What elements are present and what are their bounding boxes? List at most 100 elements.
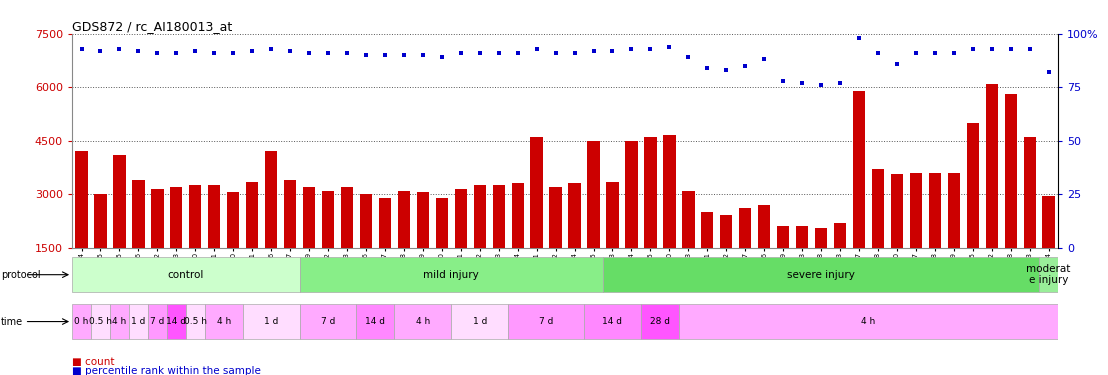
Bar	[379, 198, 391, 301]
Point	[396, 52, 413, 58]
Bar	[679, 304, 1058, 339]
Bar	[796, 226, 809, 301]
Point	[92, 48, 110, 54]
Text: 7 d: 7 d	[321, 317, 336, 326]
Point	[585, 48, 603, 54]
Point	[964, 46, 982, 52]
Point	[831, 80, 849, 86]
Bar	[640, 304, 679, 339]
Bar	[451, 304, 509, 339]
Bar	[701, 212, 714, 301]
Bar	[777, 226, 789, 301]
Bar	[113, 155, 125, 301]
Bar	[473, 185, 486, 301]
Bar	[246, 182, 258, 301]
Point	[889, 61, 906, 67]
Bar	[683, 190, 695, 301]
Point	[945, 50, 963, 56]
Point	[717, 67, 735, 73]
Point	[414, 52, 432, 58]
Text: 1 d: 1 d	[264, 317, 278, 326]
Text: protocol: protocol	[1, 270, 41, 280]
Bar	[1005, 94, 1017, 301]
Text: 1 d: 1 d	[472, 317, 486, 326]
Text: 14 d: 14 d	[603, 317, 623, 326]
Bar	[947, 172, 960, 301]
Bar	[299, 304, 357, 339]
Point	[471, 50, 489, 56]
Bar	[986, 84, 998, 301]
Point	[679, 54, 697, 60]
Bar	[72, 304, 91, 339]
Point	[509, 50, 526, 56]
Bar	[891, 174, 903, 301]
Bar	[129, 304, 147, 339]
Point	[793, 80, 811, 86]
Bar	[341, 187, 353, 301]
Bar	[91, 304, 110, 339]
Bar	[186, 304, 205, 339]
Text: severe injury: severe injury	[787, 270, 855, 280]
Bar	[531, 137, 543, 301]
Point	[281, 48, 299, 54]
Text: time: time	[1, 316, 23, 327]
Text: mild injury: mild injury	[423, 270, 479, 280]
Text: 1 d: 1 d	[131, 317, 145, 326]
Bar	[1043, 196, 1055, 301]
Point	[850, 35, 868, 41]
Bar	[132, 180, 144, 301]
Bar	[625, 141, 637, 301]
Point	[244, 48, 261, 54]
Point	[148, 50, 166, 56]
Bar	[929, 172, 941, 301]
Bar	[299, 257, 603, 292]
Point	[224, 50, 242, 56]
Text: 0.5 h: 0.5 h	[184, 317, 207, 326]
Point	[926, 50, 944, 56]
Text: 14 d: 14 d	[166, 317, 186, 326]
Text: 28 d: 28 d	[650, 317, 670, 326]
Bar	[739, 209, 751, 301]
Bar	[872, 169, 884, 301]
Point	[319, 50, 337, 56]
Bar	[265, 151, 277, 301]
Bar	[398, 190, 410, 301]
Bar	[584, 304, 640, 339]
Point	[642, 46, 659, 52]
Bar	[834, 223, 847, 301]
Point	[623, 46, 640, 52]
Point	[376, 52, 393, 58]
Text: 0.5 h: 0.5 h	[89, 317, 112, 326]
Point	[186, 48, 204, 54]
Point	[263, 46, 280, 52]
Point	[756, 56, 773, 62]
Bar	[550, 187, 562, 301]
Bar	[758, 205, 770, 301]
Point	[490, 50, 507, 56]
Point	[869, 50, 886, 56]
Bar	[1024, 137, 1036, 301]
Bar	[720, 215, 732, 301]
Bar	[302, 187, 316, 301]
Point	[566, 50, 584, 56]
Bar	[603, 257, 1039, 292]
Text: 4 h: 4 h	[216, 317, 230, 326]
Text: 4 h: 4 h	[416, 317, 430, 326]
Point	[300, 50, 318, 56]
Bar	[94, 194, 106, 301]
Bar	[814, 228, 828, 301]
Bar	[966, 123, 979, 301]
Bar	[167, 304, 186, 339]
Bar	[606, 182, 618, 301]
Bar	[171, 187, 183, 301]
Text: 4 h: 4 h	[112, 317, 126, 326]
Bar	[435, 198, 448, 301]
Point	[1039, 69, 1057, 75]
Point	[205, 50, 223, 56]
Bar	[910, 172, 922, 301]
Bar	[227, 192, 239, 301]
Point	[433, 54, 451, 60]
Text: GDS872 / rc_AI180013_at: GDS872 / rc_AI180013_at	[72, 20, 233, 33]
Point	[698, 65, 716, 71]
Point	[167, 50, 185, 56]
